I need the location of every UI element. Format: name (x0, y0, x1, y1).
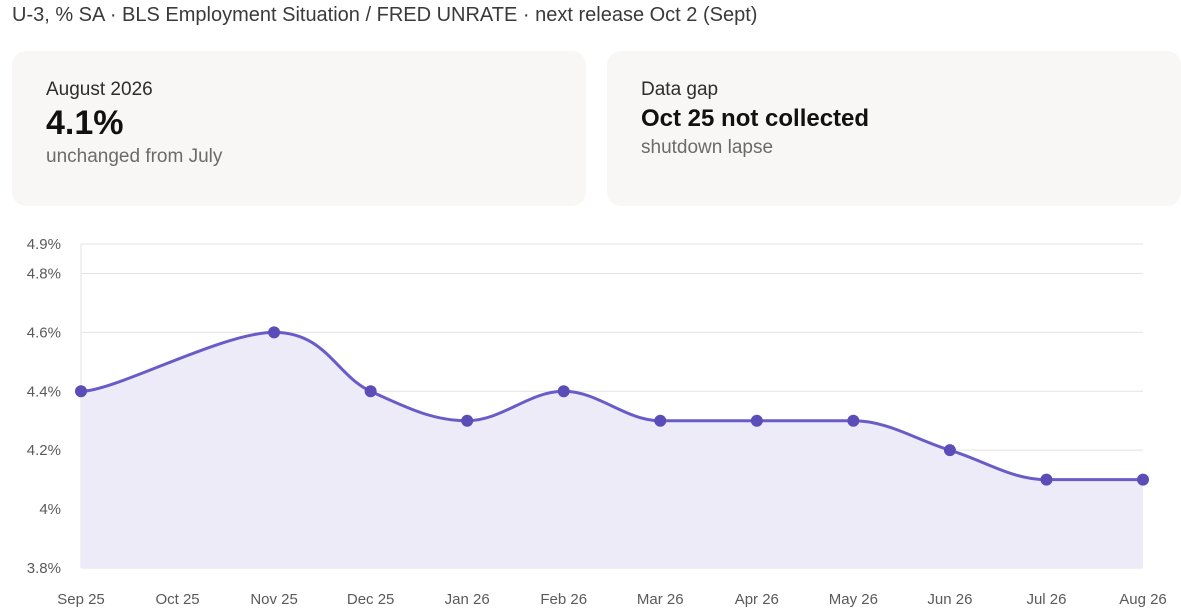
data-point (268, 326, 281, 339)
data-gap-label: Data gap (641, 79, 719, 100)
series-line-layer (79, 330, 1145, 482)
data-gap-value: Oct 25 not collected (641, 105, 870, 132)
data-point (750, 414, 763, 427)
y-tick-label: 4.9% (27, 236, 61, 253)
series-line (79, 330, 1145, 482)
data-gap-card: Data gap Oct 25 not collected shutdown l… (607, 51, 1181, 206)
y-tick-label: 4.6% (27, 324, 61, 341)
x-tick-label: Aug 26 (1119, 591, 1167, 608)
x-tick-label: Sep 25 (57, 591, 105, 608)
x-tick-label: Nov 25 (250, 591, 298, 608)
unemployment-line-chart: 3.8% 4% 4.2% 4.4% 4.6% 4.8% 4.9% Sep 25 Oct 25 N… (27, 236, 1167, 608)
data-point (75, 385, 87, 398)
x-tick-label: Jun 26 (927, 591, 972, 608)
x-tick-label: Feb 26 (540, 591, 587, 608)
data-point (654, 414, 667, 427)
data-point (1040, 473, 1053, 486)
current-rate-card: August 2026 4.1% unchanged from July (12, 51, 586, 206)
y-tick-label: 4% (39, 501, 61, 518)
x-tick-label: Dec 25 (347, 591, 395, 608)
x-tick-label: Oct 25 (155, 591, 199, 608)
x-tick-label: Mar 26 (637, 591, 684, 608)
area-fill-layer (81, 332, 1143, 568)
data-gap-note: shutdown lapse (641, 137, 774, 158)
x-tick-label: Jan 26 (445, 591, 490, 608)
x-axis-ticks: Sep 25 Oct 25 Nov 25 Dec 25 Jan 26 Feb 26 Mar … (57, 591, 1167, 608)
current-rate-note: unchanged from July (46, 146, 223, 167)
data-point (847, 414, 860, 427)
y-tick-label: 4.2% (27, 442, 61, 459)
y-tick-label: 3.8% (27, 560, 61, 577)
x-tick-label: May 26 (829, 591, 878, 608)
x-tick-label: Jul 26 (1026, 591, 1066, 608)
data-points (75, 326, 1149, 486)
data-point (1137, 473, 1149, 486)
current-rate-label: August 2026 (46, 79, 153, 100)
y-tick-label: 4.8% (27, 265, 61, 282)
data-point (461, 414, 474, 427)
y-axis-ticks: 3.8% 4% 4.2% 4.4% 4.6% 4.8% 4.9% (27, 236, 61, 577)
x-tick-label: Apr 26 (735, 591, 779, 608)
current-rate-value: 4.1% (46, 104, 124, 142)
y-tick-label: 4.4% (27, 383, 61, 400)
chart-subtitle: U-3, % SA · BLS Employment Situation / F… (12, 4, 758, 26)
data-point (943, 444, 956, 457)
area-fill (81, 332, 1143, 568)
data-point (557, 385, 570, 398)
data-point (364, 385, 377, 398)
